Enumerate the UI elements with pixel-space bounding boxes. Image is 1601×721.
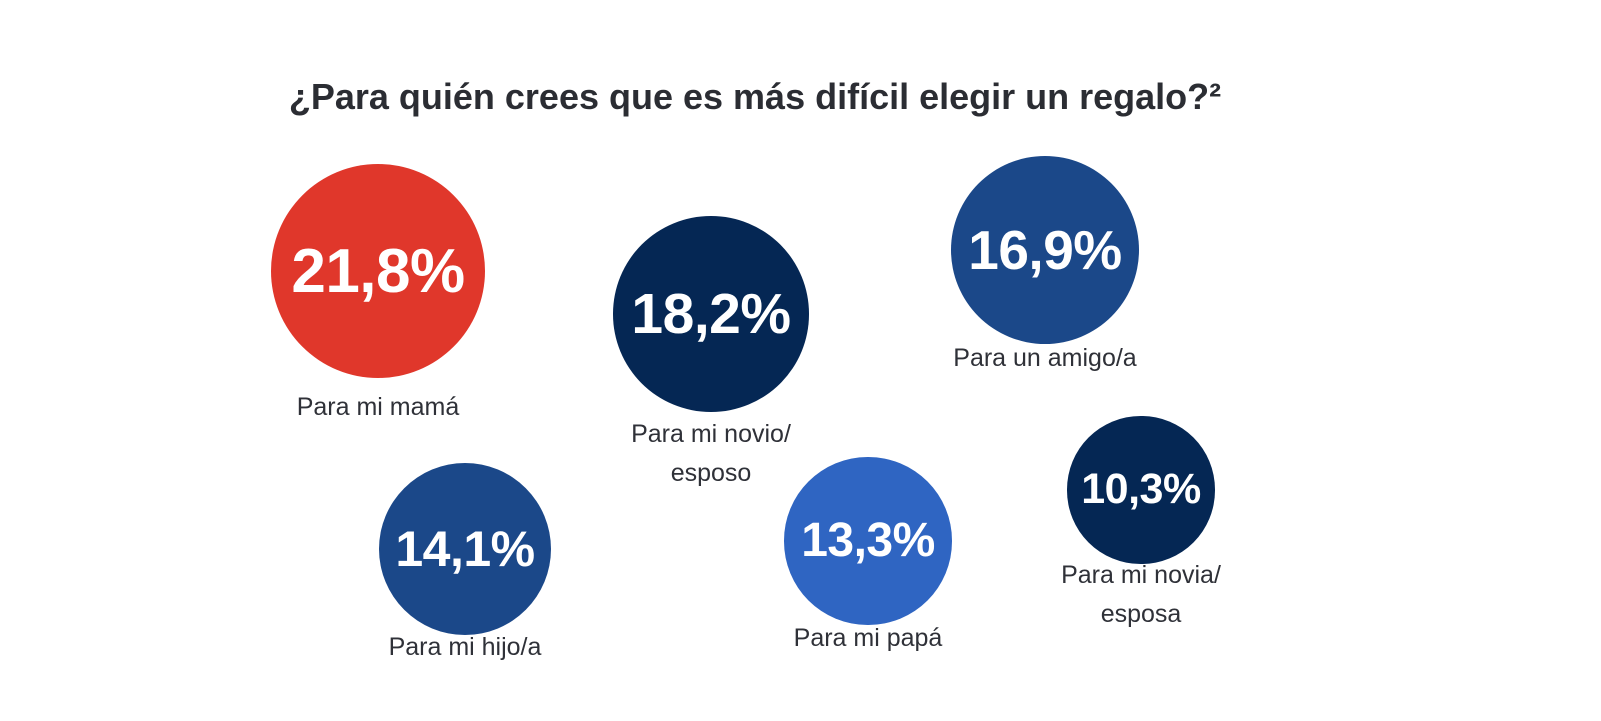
bubble-label-line: esposo	[670, 459, 752, 487]
bubble-1: 21,8%	[271, 164, 485, 378]
bubble-value-label: 21,8%	[291, 236, 465, 306]
bubble-category-label: Para mi novia/esposa	[981, 556, 1301, 634]
bubble-label-line: Para mi novia/	[1061, 561, 1221, 589]
bubble-category-label: Para mi mamá	[218, 388, 538, 427]
bubble-label-line: Para mi novio/	[631, 420, 791, 448]
bubble-value-label: 14,1%	[395, 520, 535, 577]
bubble-5: 13,3%	[784, 457, 952, 625]
bubble-label-line: Para mi mamá	[296, 393, 460, 421]
bubble-value-label: 18,2%	[631, 281, 791, 346]
bubble-value-label: 10,3%	[1081, 465, 1201, 514]
bubble-4: 14,1%	[378, 462, 552, 636]
bubble-category-label: Para un amigo/a	[885, 339, 1205, 378]
bubble-category-label: Para mi hijo/a	[305, 628, 625, 667]
bubble-3: 16,9%	[950, 155, 1140, 345]
bubble-value-label: 13,3%	[801, 514, 935, 568]
bubble-6: 10,3%	[1067, 416, 1215, 564]
chart-title: ¿Para quién crees que es más difícil ele…	[288, 76, 1222, 117]
bubble-2: 18,2%	[613, 216, 809, 412]
bubble-value-label: 16,9%	[968, 218, 1122, 281]
bubble-category-label: Para mi papá	[708, 619, 1028, 658]
bubble-category-label: Para mi novio/esposo	[551, 415, 871, 493]
bubble-label-line: esposa	[1100, 600, 1182, 628]
bubble-label-line: Para mi papá	[793, 624, 943, 652]
bubble-label-line: Para mi hijo/a	[388, 633, 542, 661]
bubble-label-line: Para un amigo/a	[953, 344, 1137, 372]
